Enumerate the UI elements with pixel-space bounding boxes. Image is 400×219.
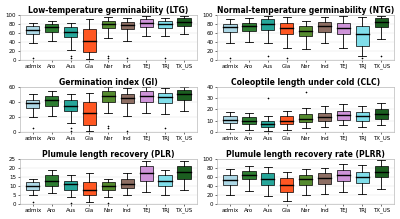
- Title: Low-temperature germinability (LTG): Low-temperature germinability (LTG): [28, 5, 188, 14]
- Bar: [356, 26, 369, 46]
- Bar: [26, 100, 39, 108]
- Bar: [356, 112, 369, 121]
- Bar: [64, 27, 77, 37]
- Bar: [242, 117, 256, 124]
- Bar: [318, 173, 331, 184]
- Bar: [299, 26, 312, 37]
- Bar: [318, 113, 331, 121]
- Bar: [337, 170, 350, 181]
- Bar: [83, 182, 96, 195]
- Bar: [374, 18, 388, 27]
- Bar: [374, 166, 388, 177]
- Bar: [299, 114, 312, 122]
- Bar: [45, 175, 58, 186]
- Bar: [45, 96, 58, 106]
- Bar: [261, 19, 274, 30]
- Title: Coleoptile length under cold (CLC): Coleoptile length under cold (CLC): [231, 78, 380, 87]
- Bar: [280, 178, 293, 192]
- Bar: [223, 175, 236, 185]
- Bar: [242, 171, 256, 179]
- Bar: [223, 116, 236, 123]
- Bar: [177, 166, 191, 179]
- Bar: [177, 18, 191, 26]
- Title: Normal-temperature germinability (NTG): Normal-temperature germinability (NTG): [217, 5, 394, 14]
- Bar: [299, 175, 312, 185]
- Bar: [121, 22, 134, 29]
- Bar: [140, 166, 153, 181]
- Bar: [140, 90, 153, 102]
- Bar: [374, 110, 388, 118]
- Bar: [261, 173, 274, 185]
- Bar: [26, 182, 39, 190]
- Bar: [83, 29, 96, 52]
- Bar: [158, 93, 172, 103]
- Bar: [318, 22, 331, 32]
- Bar: [158, 21, 172, 28]
- Bar: [280, 116, 293, 124]
- Bar: [102, 21, 115, 28]
- Bar: [223, 24, 236, 32]
- Bar: [64, 100, 77, 111]
- Bar: [121, 179, 134, 188]
- Bar: [356, 171, 369, 183]
- Bar: [64, 181, 77, 190]
- Bar: [337, 111, 350, 120]
- Bar: [102, 182, 115, 190]
- Title: Plumule length recovery (PLR): Plumule length recovery (PLR): [42, 150, 175, 159]
- Bar: [280, 23, 293, 34]
- Title: Germination index (GI): Germination index (GI): [59, 78, 158, 87]
- Bar: [45, 24, 58, 32]
- Bar: [337, 23, 350, 34]
- Bar: [177, 90, 191, 100]
- Bar: [261, 121, 274, 127]
- Bar: [158, 175, 172, 186]
- Bar: [121, 94, 134, 103]
- Bar: [140, 19, 153, 27]
- Bar: [83, 102, 96, 125]
- Bar: [242, 23, 256, 31]
- Bar: [102, 91, 115, 102]
- Title: Plumule length recovery rate (PLRR): Plumule length recovery rate (PLRR): [226, 150, 385, 159]
- Bar: [26, 26, 39, 34]
